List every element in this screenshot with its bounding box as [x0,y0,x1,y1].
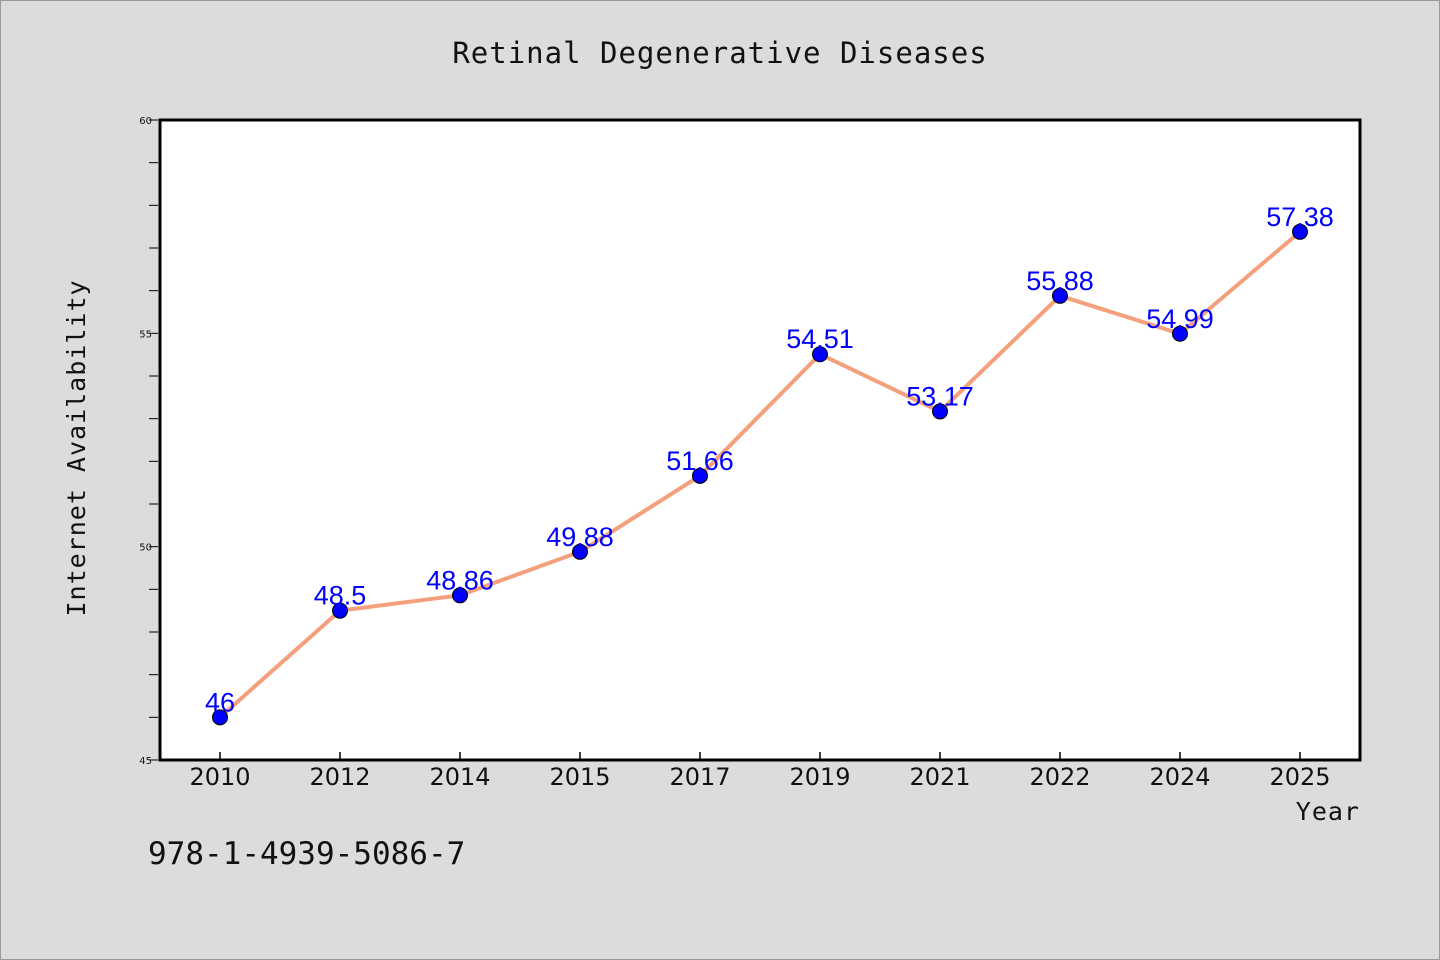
y-tick-label: 55 [139,329,152,340]
data-point [812,346,828,363]
data-label: 53.17 [906,381,974,411]
x-axis-ticks: 2010 2012 2014 2015 2017 2019 2021 2022 2024 2025 [189,752,1331,791]
y-tick-label: 50 [139,543,152,554]
series-group [212,223,1308,726]
data-point [212,709,228,726]
y-axis-ticks: 45 50 55 60 [139,116,158,767]
x-tick-label: 2014 [429,763,490,791]
series-line [218,229,1302,720]
data-label: 54.99 [1146,304,1214,334]
data-label: 49.88 [546,522,614,552]
data-point [692,467,708,484]
y-axis-title: Internet Availability [62,279,91,616]
data-label: 46 [205,687,235,717]
data-label: 55.88 [1026,266,1094,296]
data-label: 57.38 [1266,202,1334,232]
x-tick-label: 2022 [1029,763,1090,791]
x-tick-label: 2021 [909,763,970,791]
data-point [1052,287,1068,304]
data-point [932,403,948,420]
data-labels-group: 46 48.5 48.86 49.88 51.66 54.51 53.17 55.88 54.9… [205,202,1334,718]
plot-area [158,118,1362,762]
data-point [1292,223,1308,240]
data-point [1172,325,1188,342]
x-tick-label: 2024 [1149,763,1210,791]
chart-title: Retinal Degenerative Diseases [452,36,987,70]
data-point [572,543,588,560]
x-tick-label: 2010 [189,763,250,791]
data-label: 51.66 [666,446,734,476]
x-tick-label: 2012 [309,763,370,791]
data-label: 48.5 [314,581,367,611]
x-tick-label: 2015 [549,763,610,791]
data-label: 48.86 [426,565,494,595]
data-point [452,587,468,604]
x-tick-label: 2019 [789,763,850,791]
data-label: 54.51 [786,324,854,354]
x-tick-label: 2025 [1269,763,1330,791]
y-tick-label: 45 [139,756,152,767]
y-tick-label: 60 [139,116,152,127]
footer-code: 978-1-4939-5086-7 [148,836,465,872]
x-axis-title: Year [1296,797,1360,826]
x-tick-label: 2017 [669,763,730,791]
data-point [332,602,348,619]
